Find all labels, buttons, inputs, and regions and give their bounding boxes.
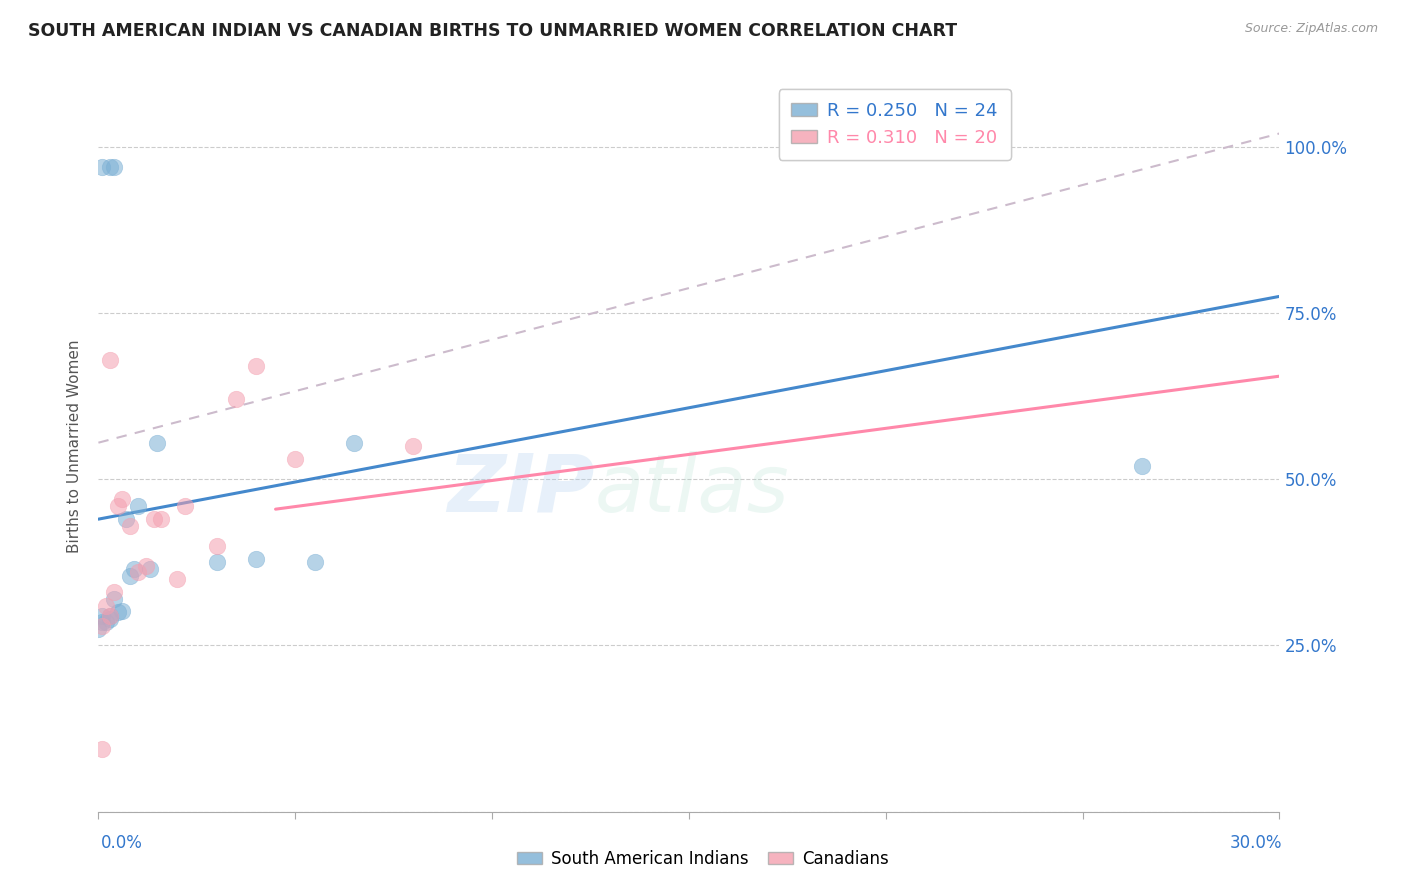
Point (98, 608, 121, 623)
Text: SOUTH AMERICAN INDIAN VS CANADIAN BIRTHS TO UNMARRIED WOMEN CORRELATION CHART: SOUTH AMERICAN INDIAN VS CANADIAN BIRTHS… (28, 22, 957, 40)
Point (98, 160, 121, 174)
Point (103, 585, 125, 599)
Point (304, 555, 326, 569)
Text: 30.0%: 30.0% (1230, 834, 1282, 852)
Point (98, 352, 121, 367)
Text: 0.0%: 0.0% (101, 834, 143, 852)
Point (1130, 458, 1153, 473)
Point (127, 566, 149, 580)
Legend: R = 0.250   N = 24, R = 0.310   N = 20: R = 0.250 N = 24, R = 0.310 N = 20 (779, 89, 1011, 160)
Point (91, 608, 114, 623)
Point (127, 499, 149, 513)
Point (111, 604, 134, 618)
Point (174, 499, 197, 513)
Point (284, 452, 307, 467)
Point (343, 435, 366, 450)
Point (91, 615, 114, 630)
Point (107, 605, 129, 619)
Point (115, 512, 138, 526)
Point (138, 562, 160, 576)
Point (91, 741, 114, 756)
Point (146, 435, 169, 450)
Text: ZIP: ZIP (447, 450, 595, 529)
Point (225, 392, 247, 407)
Legend: South American Indians, Canadians: South American Indians, Canadians (510, 844, 896, 875)
Point (166, 572, 188, 586)
Point (245, 359, 267, 374)
Point (111, 492, 134, 507)
Point (107, 499, 129, 513)
Point (118, 568, 141, 582)
Point (122, 562, 145, 576)
Point (205, 539, 228, 553)
Point (98, 612, 121, 626)
Point (402, 439, 425, 453)
Point (96, 599, 118, 613)
Text: atlas: atlas (595, 450, 789, 529)
Point (91, 618, 114, 632)
Y-axis label: Births to Unmarried Women: Births to Unmarried Women (67, 339, 83, 553)
Point (87, 622, 110, 636)
Point (98, 608, 121, 623)
Point (103, 591, 125, 606)
Point (245, 552, 267, 566)
Point (150, 512, 173, 526)
Point (135, 558, 157, 573)
Text: Source: ZipAtlas.com: Source: ZipAtlas.com (1244, 22, 1378, 36)
Point (142, 512, 165, 526)
Point (91, 160, 114, 174)
Point (118, 518, 141, 533)
Point (103, 160, 125, 174)
Point (96, 615, 118, 630)
Point (205, 555, 228, 569)
